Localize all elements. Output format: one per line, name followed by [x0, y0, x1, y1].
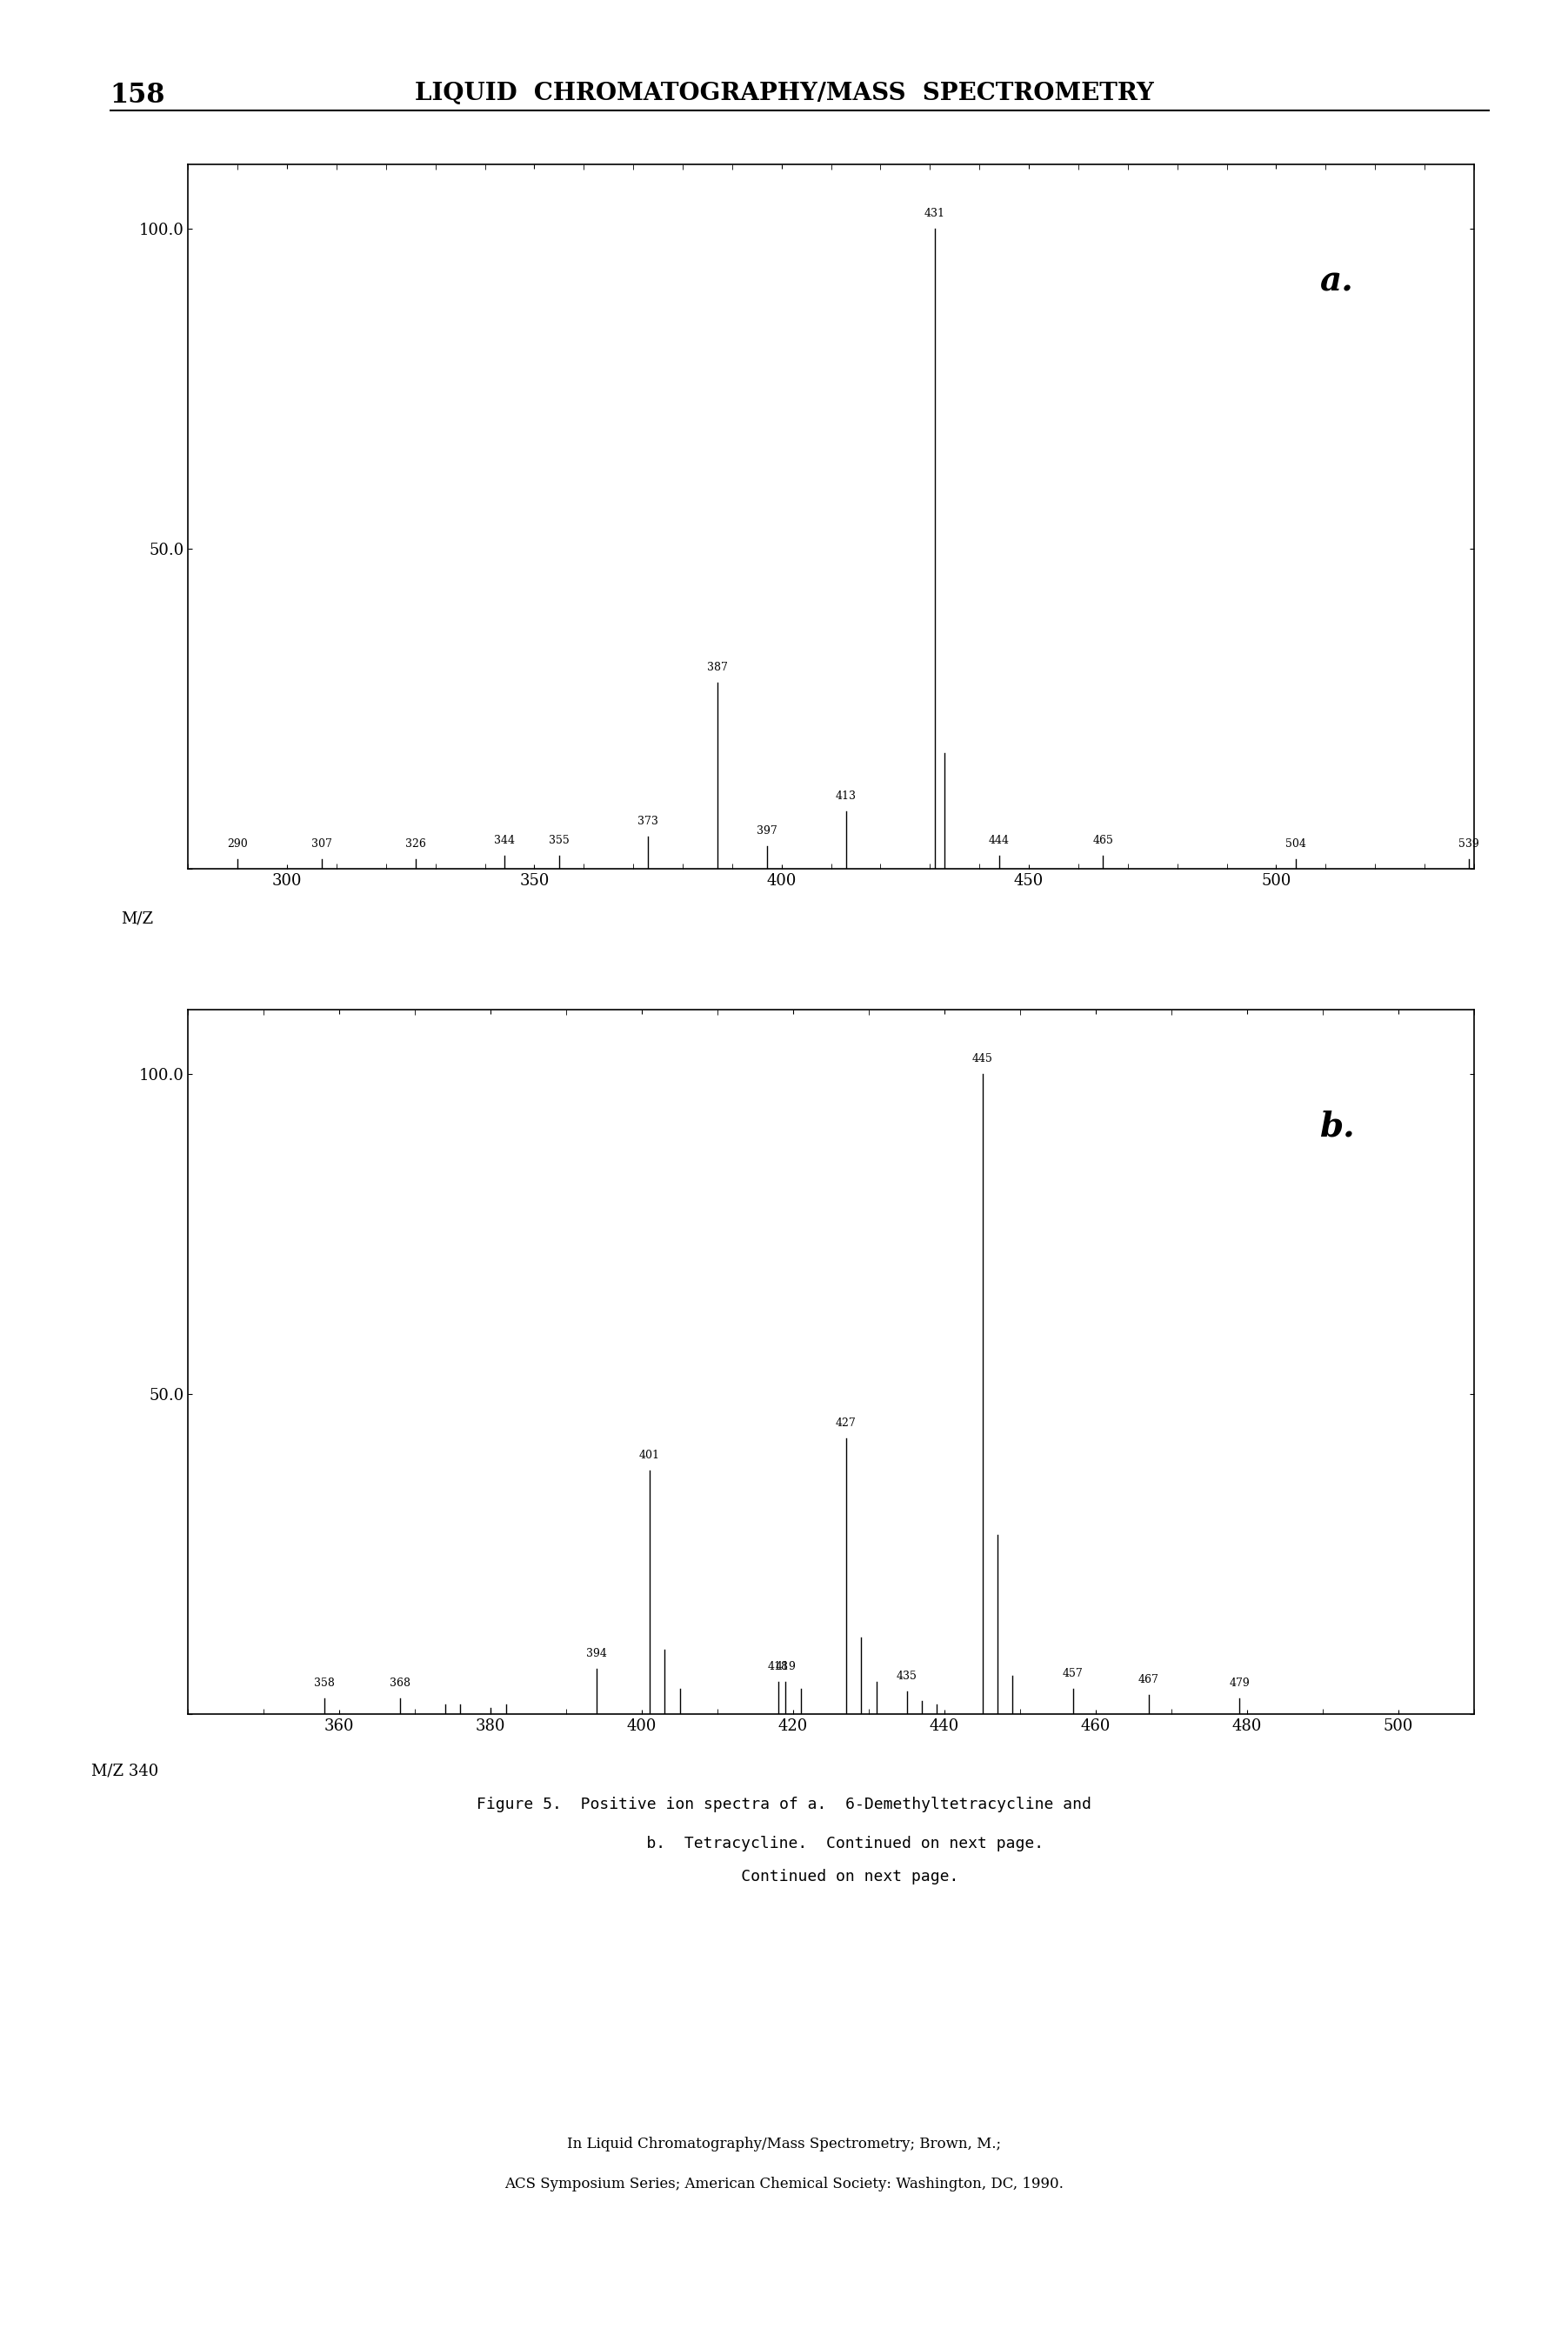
Text: 307: 307: [312, 838, 332, 850]
Text: 418: 418: [768, 1660, 789, 1672]
Text: ACS Symposium Series; American Chemical Society: Washington, DC, 1990.: ACS Symposium Series; American Chemical …: [505, 2177, 1063, 2191]
Text: 467: 467: [1138, 1674, 1159, 1686]
Text: 397: 397: [756, 826, 778, 836]
Text: M/Z 340: M/Z 340: [91, 1763, 158, 1780]
Text: 435: 435: [897, 1672, 917, 1681]
Text: LIQUID  CHROMATOGRAPHY/MASS  SPECTROMETRY: LIQUID CHROMATOGRAPHY/MASS SPECTROMETRY: [414, 82, 1154, 106]
Text: 444: 444: [989, 836, 1010, 845]
Text: 431: 431: [925, 207, 946, 218]
Text: 394: 394: [586, 1648, 607, 1660]
Text: Figure 5.  Positive ion spectra of a.  6-Demethyltetracycline and: Figure 5. Positive ion spectra of a. 6-D…: [477, 1796, 1091, 1813]
Text: 344: 344: [494, 836, 516, 845]
Text: 504: 504: [1286, 838, 1306, 850]
Text: 401: 401: [640, 1449, 660, 1460]
Text: 465: 465: [1093, 836, 1113, 845]
Text: In Liquid Chromatography/Mass Spectrometry; Brown, M.;: In Liquid Chromatography/Mass Spectromet…: [568, 2137, 1000, 2151]
Text: 413: 413: [836, 791, 856, 801]
Text: 373: 373: [638, 815, 659, 826]
Text: 479: 479: [1229, 1676, 1250, 1688]
Text: a.: a.: [1320, 265, 1353, 298]
Text: 457: 457: [1063, 1667, 1083, 1679]
Text: 358: 358: [314, 1676, 334, 1688]
Text: Continued on next page.: Continued on next page.: [608, 1869, 960, 1885]
Text: 387: 387: [707, 662, 728, 674]
Text: b.: b.: [1320, 1111, 1355, 1143]
Text: 355: 355: [549, 836, 569, 845]
X-axis label: M/Z: M/Z: [121, 911, 152, 927]
Text: 326: 326: [405, 838, 426, 850]
Text: b.  Tetracycline.  Continued on next page.: b. Tetracycline. Continued on next page.: [524, 1836, 1044, 1853]
Text: 290: 290: [227, 838, 248, 850]
Text: 427: 427: [836, 1418, 856, 1430]
Text: 368: 368: [389, 1676, 411, 1688]
Text: 158: 158: [110, 82, 165, 108]
Text: 539: 539: [1458, 838, 1479, 850]
Text: 419: 419: [775, 1660, 797, 1672]
Text: 445: 445: [972, 1052, 993, 1064]
